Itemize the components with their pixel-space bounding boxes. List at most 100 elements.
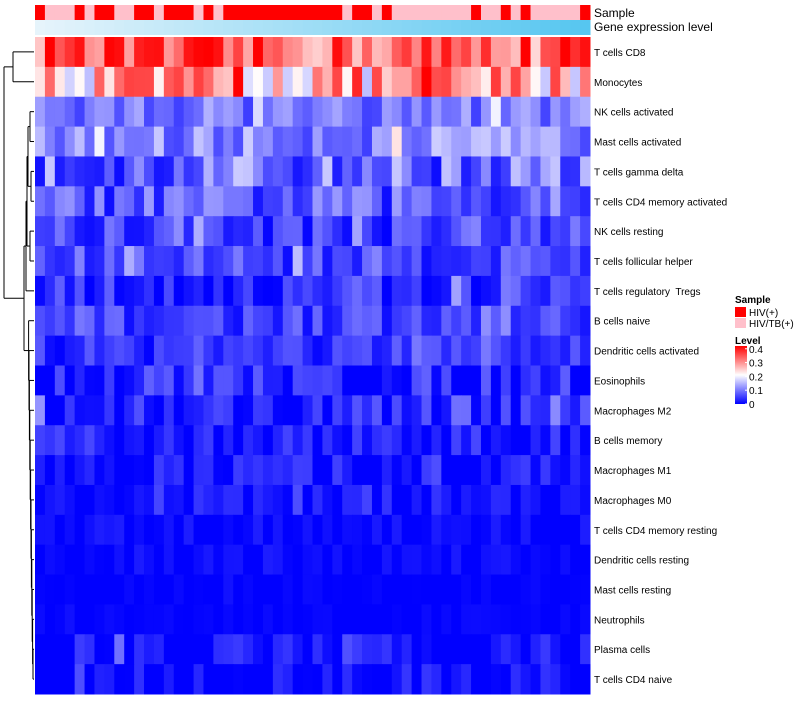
- heatmap-cell: [332, 156, 343, 187]
- heatmap-cell: [550, 574, 561, 605]
- heatmap-cell: [411, 66, 423, 98]
- heatmap-cell: [510, 574, 522, 605]
- gene-annotation-cell: [163, 20, 175, 35]
- heatmap-cell: [302, 275, 313, 307]
- heatmap-cell: [500, 544, 512, 576]
- heatmap-cell: [94, 96, 105, 128]
- heatmap-cell: [193, 664, 204, 695]
- heatmap-cell: [421, 66, 432, 98]
- sample-annotation-cell: [173, 5, 185, 20]
- heatmap-cell: [163, 395, 175, 426]
- heatmap-cell: [64, 275, 76, 307]
- heatmap-cell: [292, 634, 304, 665]
- heatmap-cell: [94, 484, 105, 516]
- heatmap-cell: [272, 216, 284, 247]
- heatmap-cell: [253, 634, 264, 665]
- heatmap-cell: [441, 544, 452, 576]
- heatmap-cell: [84, 455, 95, 486]
- heatmap-cell: [421, 126, 432, 157]
- heatmap-cell: [253, 604, 264, 635]
- heatmap-cell: [530, 156, 541, 187]
- heatmap-cell: [362, 335, 373, 366]
- heatmap-cell: [570, 126, 581, 157]
- heatmap-cell: [104, 634, 115, 665]
- heatmap-cell: [560, 365, 571, 396]
- heatmap-cell: [94, 186, 105, 217]
- heatmap-cell: [35, 305, 46, 337]
- heatmap-cell: [431, 425, 442, 456]
- heatmap-cell: [163, 96, 175, 128]
- heatmap-cell: [153, 275, 165, 307]
- heatmap-cell: [183, 455, 195, 486]
- heatmap-cell: [352, 425, 363, 456]
- row-label: T cells CD8: [594, 48, 646, 59]
- gene-annotation-cell: [520, 20, 532, 35]
- heatmap-cell: [183, 37, 195, 68]
- heatmap-cell: [144, 484, 155, 516]
- heatmap-cell: [580, 395, 591, 426]
- heatmap-cell: [441, 305, 452, 337]
- row-label: B cells memory: [594, 436, 662, 447]
- heatmap-cell: [411, 246, 423, 277]
- gene-annotation-cell: [510, 20, 522, 35]
- sample-annotation-cell: [124, 5, 135, 20]
- heatmap-cell: [213, 484, 224, 516]
- heatmap-cell: [302, 216, 313, 247]
- row-label: Macrophages M1: [594, 466, 672, 477]
- heatmap-cell: [84, 186, 95, 217]
- heatmap-cell: [84, 335, 95, 366]
- heatmap-cell: [35, 96, 46, 128]
- sample-annotation-cell: [391, 5, 403, 20]
- heatmap-cell: [421, 544, 432, 576]
- heatmap-cell: [302, 514, 313, 546]
- heatmap-cell: [64, 305, 76, 337]
- heatmap-cell: [134, 574, 145, 605]
- heatmap-cell: [362, 455, 373, 486]
- heatmap-cell: [342, 96, 353, 128]
- heatmap-cell: [84, 574, 95, 605]
- heatmap-cell: [312, 514, 323, 546]
- heatmap-cell: [510, 634, 522, 665]
- heatmap-cell: [580, 156, 591, 187]
- heatmap-cell: [421, 96, 432, 128]
- heatmap-cell: [104, 514, 115, 546]
- heatmap-cell: [253, 37, 264, 68]
- heatmap-cell: [520, 216, 532, 247]
- heatmap-cell: [35, 275, 46, 307]
- heatmap-cell: [64, 66, 76, 98]
- heatmap-cell: [471, 37, 482, 68]
- heatmap-cell: [114, 216, 125, 247]
- heatmap-cell: [193, 275, 204, 307]
- heatmap-cell: [381, 425, 393, 456]
- heatmap-cell: [262, 634, 274, 665]
- heatmap-cell: [54, 455, 66, 486]
- heatmap-cell: [144, 664, 155, 695]
- heatmap-cell: [292, 514, 304, 546]
- heatmap-cell: [74, 604, 86, 635]
- heatmap-cell: [411, 604, 423, 635]
- heatmap-cell: [183, 275, 195, 307]
- heatmap-cell: [64, 96, 76, 128]
- heatmap-cell: [64, 37, 76, 68]
- heatmap-cell: [441, 484, 452, 516]
- heatmap-cell: [94, 574, 105, 605]
- heatmap-cell: [272, 664, 284, 695]
- heatmap-cell: [163, 216, 175, 247]
- heatmap-cell: [282, 305, 294, 337]
- heatmap-cell: [223, 305, 234, 337]
- heatmap-cell: [381, 365, 393, 396]
- heatmap-cell: [163, 365, 175, 396]
- heatmap-cell: [163, 305, 175, 337]
- heatmap-cell: [371, 305, 383, 337]
- heatmap-cell: [44, 484, 56, 516]
- heatmap-cell: [253, 544, 264, 576]
- heatmap-cell: [64, 484, 76, 516]
- heatmap-cell: [342, 275, 353, 307]
- heatmap-cell: [243, 305, 254, 337]
- heatmap-cell: [163, 544, 175, 576]
- heatmap-cell: [332, 574, 343, 605]
- legend-level-ticks: 0.4 0.3 0.2 0.1 0: [745, 345, 763, 411]
- heatmap-cell: [332, 126, 343, 157]
- heatmap-cell: [124, 395, 135, 426]
- heatmap-cell: [193, 634, 204, 665]
